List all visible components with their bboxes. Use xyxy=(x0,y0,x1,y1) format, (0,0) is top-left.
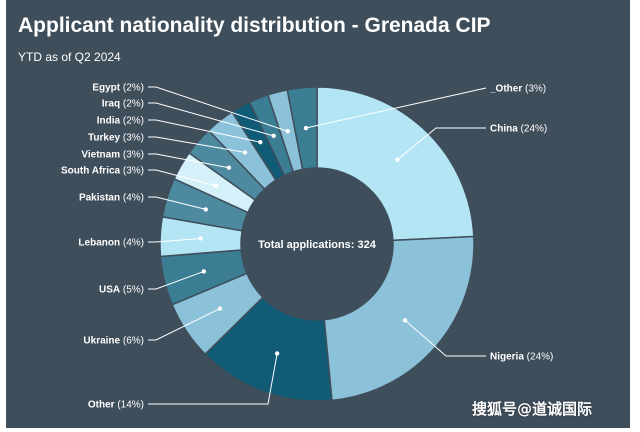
slice-label-pct: (24%) xyxy=(518,124,547,135)
slice-label: India (2%) xyxy=(97,116,144,127)
label-group: China (24%)Nigeria (24%)Other (14%)Ukrai… xyxy=(61,83,553,411)
slice-label-name: Ukraine xyxy=(83,336,120,347)
leader-line xyxy=(148,119,261,143)
slice-label-pct: (2%) xyxy=(120,116,144,127)
slice-label-pct: (6%) xyxy=(120,336,144,347)
slice-label: South Africa (3%) xyxy=(61,166,144,177)
slice-label: Iraq (2%) xyxy=(102,99,144,110)
slice-label: Vietnam (3%) xyxy=(81,150,144,161)
slice-label-pct: (2%) xyxy=(120,83,144,94)
slice-label-pct: (4%) xyxy=(120,238,144,249)
slice-label-pct: (2%) xyxy=(120,99,144,110)
slice-label-pct: (3%) xyxy=(120,166,144,177)
leader-line xyxy=(148,353,278,405)
slice-label-pct: (14%) xyxy=(115,400,144,411)
slice-label: Egypt (2%) xyxy=(92,83,144,94)
leader-line xyxy=(148,196,206,210)
slice-label-name: India xyxy=(97,116,121,127)
slice-label-name: Vietnam xyxy=(81,150,120,161)
leader-line xyxy=(148,237,201,243)
slice-label: USA (5%) xyxy=(99,285,144,296)
slice-label: Lebanon (4%) xyxy=(78,238,144,249)
leader-line xyxy=(305,87,487,129)
leader-line xyxy=(148,136,246,153)
donut-hole xyxy=(241,168,393,320)
slice-label-name: _Other xyxy=(489,84,522,95)
slice-label: Turkey (3%) xyxy=(88,133,144,144)
leader-line xyxy=(148,153,230,169)
slice-label-pct: (3%) xyxy=(120,133,144,144)
slice-label: Other (14%) xyxy=(88,400,144,411)
slice-label-name: China xyxy=(490,124,518,135)
slice-label-name: Turkey xyxy=(88,133,120,144)
donut-chart: Total applications: 324 China (24%)Niger… xyxy=(61,83,553,411)
leader-dot xyxy=(201,269,206,274)
watermark: 搜狐号@道诚国际 xyxy=(472,400,593,418)
slice-label: _Other (3%) xyxy=(489,84,546,95)
slice-label: Nigeria (24%) xyxy=(490,352,553,363)
leader-line xyxy=(148,308,221,341)
chart-title: Applicant nationality distribution - Gre… xyxy=(18,14,491,37)
leader-line xyxy=(148,169,217,187)
slice-label-pct: (24%) xyxy=(524,352,553,363)
leader-line xyxy=(148,86,288,132)
slice-label-name: USA xyxy=(99,285,120,296)
slice-label-name: Nigeria xyxy=(490,352,524,363)
slice-label: Pakistan (4%) xyxy=(79,193,144,204)
slice-label-name: Other xyxy=(88,400,115,411)
leader-line xyxy=(148,102,274,137)
chart-subtitle: YTD as of Q2 2024 xyxy=(18,50,121,64)
slice-label-pct: (3%) xyxy=(120,150,144,161)
leader-line xyxy=(397,127,486,161)
center-label: Total applications: 324 xyxy=(258,239,377,251)
slice-label-pct: (3%) xyxy=(522,84,546,95)
leader-line xyxy=(148,270,204,290)
slice-label-name: Lebanon xyxy=(78,238,120,249)
slice-label: China (24%) xyxy=(490,124,547,135)
chart-card: Applicant nationality distribution - Gre… xyxy=(6,0,630,428)
slice-label: Ukraine (6%) xyxy=(83,336,144,347)
leader-dot xyxy=(303,125,309,131)
slice-label-name: Pakistan xyxy=(79,193,120,204)
slice-label-name: Iraq xyxy=(102,99,120,110)
leader-line xyxy=(404,319,486,357)
slice-label-name: Egypt xyxy=(92,83,120,94)
leader-dot xyxy=(258,139,263,145)
slice-label-name: South Africa xyxy=(61,166,121,177)
slice-label-pct: (4%) xyxy=(120,193,144,204)
slice-label-pct: (5%) xyxy=(120,285,144,296)
